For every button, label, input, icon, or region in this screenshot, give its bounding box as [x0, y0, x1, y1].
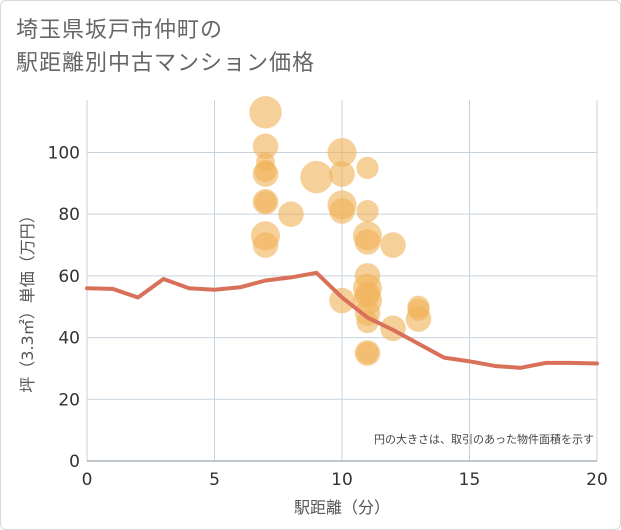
title-line-1: 埼玉県坂戸市仲町の [16, 18, 224, 43]
y-tick-label: 0 [69, 452, 80, 472]
bubble-point [252, 232, 279, 258]
bubble-point [405, 306, 432, 332]
bubble-point [354, 229, 381, 255]
y-tick-label: 20 [58, 390, 80, 410]
y-tick-label: 40 [58, 329, 80, 349]
x-axis-title: 駅距離（分） [294, 498, 390, 517]
title-line-2: 駅距離別中古マンション価格 [16, 51, 316, 76]
bubble-point [354, 340, 381, 366]
bubble-point [249, 96, 282, 129]
bubble-point [356, 156, 379, 179]
y-tick-label: 60 [58, 267, 80, 287]
x-tick-label: 5 [209, 470, 220, 490]
bubble-point [252, 161, 279, 187]
x-tick-label: 20 [586, 470, 608, 490]
bubble-point [380, 232, 406, 258]
x-tick-label: 0 [82, 470, 93, 490]
average-price-line [85, 270, 599, 370]
chart-title: 埼玉県坂戸市仲町の 駅距離別中古マンション価格 [16, 14, 315, 80]
bubble-point [327, 137, 357, 167]
axis-ticks: 0 5 10 15 20 0 20 40 60 80 100 [48, 143, 608, 490]
bubble-point [329, 287, 355, 314]
bubble-series [249, 96, 432, 366]
x-tick-label: 15 [459, 470, 481, 490]
y-tick-label: 80 [58, 205, 80, 225]
bubble-point [329, 198, 355, 224]
y-axis-title: 坪（3.3㎡）単価（万円） [18, 207, 37, 392]
bubble-point [254, 190, 277, 213]
bubble-point [278, 201, 304, 227]
y-tick-label: 100 [48, 143, 80, 163]
bubble-point [252, 133, 279, 160]
bubble-point [300, 160, 333, 194]
bubble-point [329, 161, 355, 187]
average-line-series [85, 270, 599, 370]
bubble-point [356, 199, 379, 223]
bubble-size-note: 円の大きさは、取引のあった物件面積を示す [374, 432, 594, 446]
x-tick-label: 10 [331, 470, 353, 490]
bubble-point [356, 311, 379, 334]
